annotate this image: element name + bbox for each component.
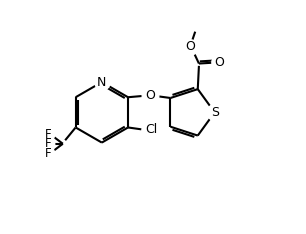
Text: F: F: [44, 146, 51, 160]
Text: Cl: Cl: [145, 123, 158, 136]
Text: O: O: [145, 89, 155, 102]
Text: S: S: [211, 106, 219, 119]
Text: N: N: [97, 76, 106, 89]
Text: F: F: [44, 137, 51, 150]
Text: O: O: [185, 40, 195, 53]
Text: O: O: [214, 56, 224, 69]
Text: F: F: [44, 128, 51, 141]
